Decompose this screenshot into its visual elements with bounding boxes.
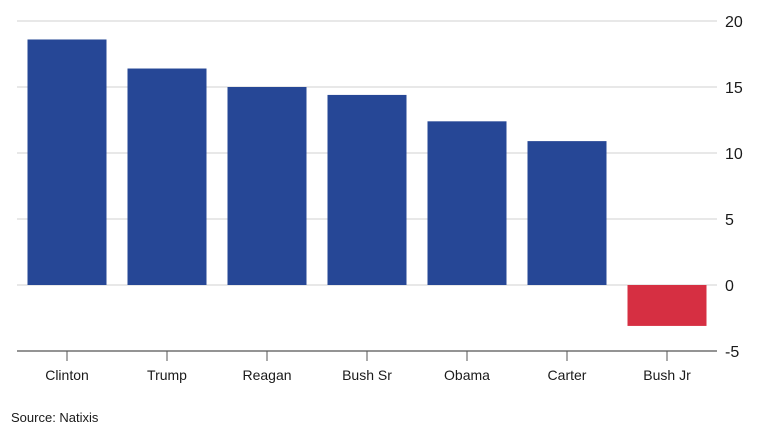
x-category-label: Trump xyxy=(147,367,187,383)
x-category-label: Bush Sr xyxy=(342,367,392,383)
x-category-label: Bush Jr xyxy=(643,367,691,383)
bar-clinton xyxy=(27,39,107,286)
bar-reagan xyxy=(227,87,307,285)
y-tick-label: 15 xyxy=(725,80,743,97)
x-category-label: Carter xyxy=(548,367,587,383)
bar-carter xyxy=(527,141,607,285)
bar-bush-sr xyxy=(327,94,407,285)
bar-chart: 20 15 10 5 0 -5 Clinton Trump Reagan Bush Sr Obam… xyxy=(17,14,743,383)
y-tick-label: 20 xyxy=(725,14,743,31)
source-note: Source: Natixis xyxy=(11,410,99,425)
x-category-label: Reagan xyxy=(242,367,291,383)
y-tick-label: 5 xyxy=(725,212,734,229)
bar-obama xyxy=(427,121,507,285)
bar-bush-jr xyxy=(627,285,707,326)
x-axis-category-labels: Clinton Trump Reagan Bush Sr Obama Carter Bush… xyxy=(45,367,691,383)
y-tick-label: -5 xyxy=(725,344,739,361)
x-category-label: Clinton xyxy=(45,367,89,383)
y-tick-label: 0 xyxy=(725,278,734,295)
y-tick-label: 10 xyxy=(725,146,743,163)
y-axis-tick-labels: 20 15 10 5 0 -5 xyxy=(725,14,743,361)
bars xyxy=(27,39,707,326)
x-category-label: Obama xyxy=(444,367,490,383)
x-axis xyxy=(17,350,717,361)
bar-trump xyxy=(127,68,207,286)
